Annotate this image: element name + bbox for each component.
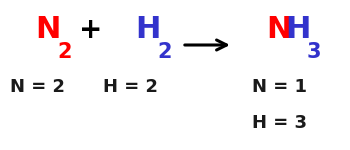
Text: 2: 2: [158, 42, 172, 63]
Text: N: N: [35, 15, 60, 44]
Text: H: H: [285, 15, 311, 44]
Text: H = 3: H = 3: [252, 114, 307, 132]
Text: 3: 3: [306, 42, 321, 63]
Text: H: H: [135, 15, 160, 44]
Text: N = 2: N = 2: [10, 78, 65, 96]
Text: N = 1: N = 1: [252, 78, 307, 96]
Text: 2: 2: [58, 42, 72, 63]
Text: +: +: [79, 15, 103, 44]
Text: H = 2: H = 2: [103, 78, 158, 96]
Text: N: N: [266, 15, 291, 44]
